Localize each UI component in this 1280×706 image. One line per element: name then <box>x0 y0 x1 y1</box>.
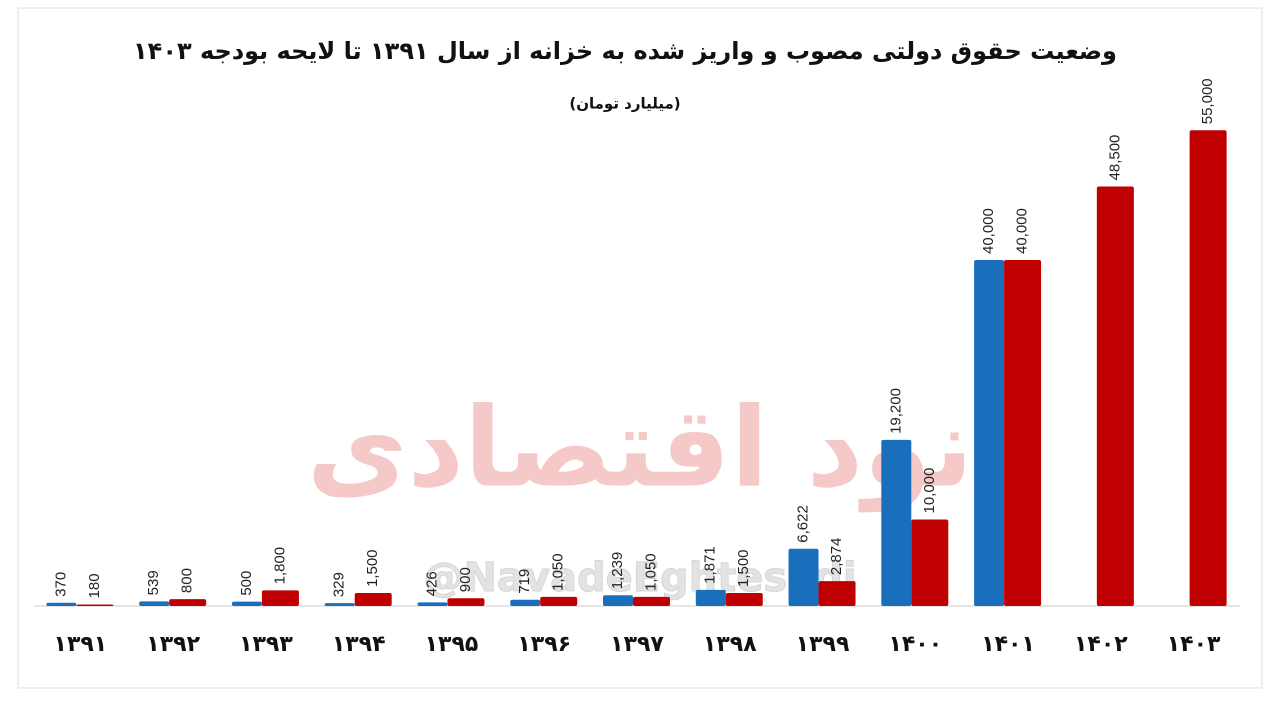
value-label: 426 <box>423 571 440 596</box>
bar <box>139 601 170 606</box>
value-label: 500 <box>238 571 255 596</box>
bar <box>1096 186 1134 606</box>
chart-title: وضعیت حقوق دولتی مصوب و واریز شده به خزا… <box>133 37 1117 65</box>
value-label: 1,800 <box>271 547 288 585</box>
bar <box>354 593 392 606</box>
x-tick-label: ۱۴۰۳ <box>1167 632 1221 657</box>
bar <box>1189 130 1227 606</box>
bar <box>974 260 1005 606</box>
x-tick-label: ۱۳۹۹ <box>796 632 850 657</box>
bar <box>633 596 670 606</box>
bar <box>881 439 912 606</box>
value-label: 55,000 <box>1199 78 1216 124</box>
bar <box>818 581 856 606</box>
value-label: 1,239 <box>609 552 626 590</box>
bar <box>510 599 541 606</box>
x-tick-label: ۱۳۹۶ <box>517 632 571 657</box>
chart-subtitle: (میلیارد تومان) <box>569 95 680 113</box>
value-label: 539 <box>145 570 162 595</box>
value-label: 1,871 <box>702 546 719 584</box>
bar <box>911 519 949 606</box>
value-label: 370 <box>52 572 69 597</box>
watermark-handle: @NavadeEghtesadi <box>423 555 856 601</box>
bar <box>725 593 763 606</box>
bar <box>603 595 633 606</box>
x-tick-label: ۱۴۰۰ <box>888 632 942 657</box>
bar <box>76 604 114 606</box>
value-label: 10,000 <box>921 468 938 514</box>
value-label: 329 <box>331 572 348 597</box>
bar <box>788 548 819 606</box>
x-tick-label: ۱۳۹۷ <box>610 632 664 657</box>
bar <box>695 589 726 606</box>
x-tick-label: ۱۳۹۱ <box>54 632 108 657</box>
value-label: 800 <box>179 568 196 593</box>
value-label: 40,000 <box>1014 208 1031 254</box>
x-tick-label: ۱۴۰۲ <box>1074 632 1128 657</box>
x-tick-label: ۱۴۰۱ <box>981 632 1035 657</box>
value-label: 48,500 <box>1106 135 1123 181</box>
x-tick-label: ۱۳۹۸ <box>703 632 757 657</box>
x-tick-label: ۱۳۹۵ <box>425 632 479 657</box>
value-label: 6,622 <box>795 505 812 543</box>
value-label: 1,050 <box>642 553 659 591</box>
frame <box>17 7 1263 689</box>
value-label: 180 <box>86 573 103 598</box>
x-tick-label: ۱۳۹۴ <box>332 632 386 657</box>
value-label: 1,500 <box>364 549 381 587</box>
x-tick-label: ۱۳۹۳ <box>239 632 293 657</box>
bar <box>46 602 77 606</box>
bar <box>540 596 578 606</box>
x-tick-label: ۱۳۹۲ <box>146 632 200 657</box>
value-label: 19,200 <box>887 388 904 434</box>
value-label: 2,874 <box>828 538 845 576</box>
watermark: نود اقتصادی <box>307 383 974 512</box>
value-label: 40,000 <box>980 208 997 254</box>
bar <box>447 598 485 606</box>
value-label: 1,050 <box>550 553 567 591</box>
bar <box>324 603 355 606</box>
value-label: 1,500 <box>735 549 752 587</box>
bar <box>1004 260 1042 606</box>
bar <box>231 601 262 606</box>
bar <box>169 599 207 606</box>
bar <box>417 602 448 606</box>
value-label: 719 <box>516 569 533 594</box>
value-label: 900 <box>457 567 474 592</box>
bar <box>261 590 299 606</box>
